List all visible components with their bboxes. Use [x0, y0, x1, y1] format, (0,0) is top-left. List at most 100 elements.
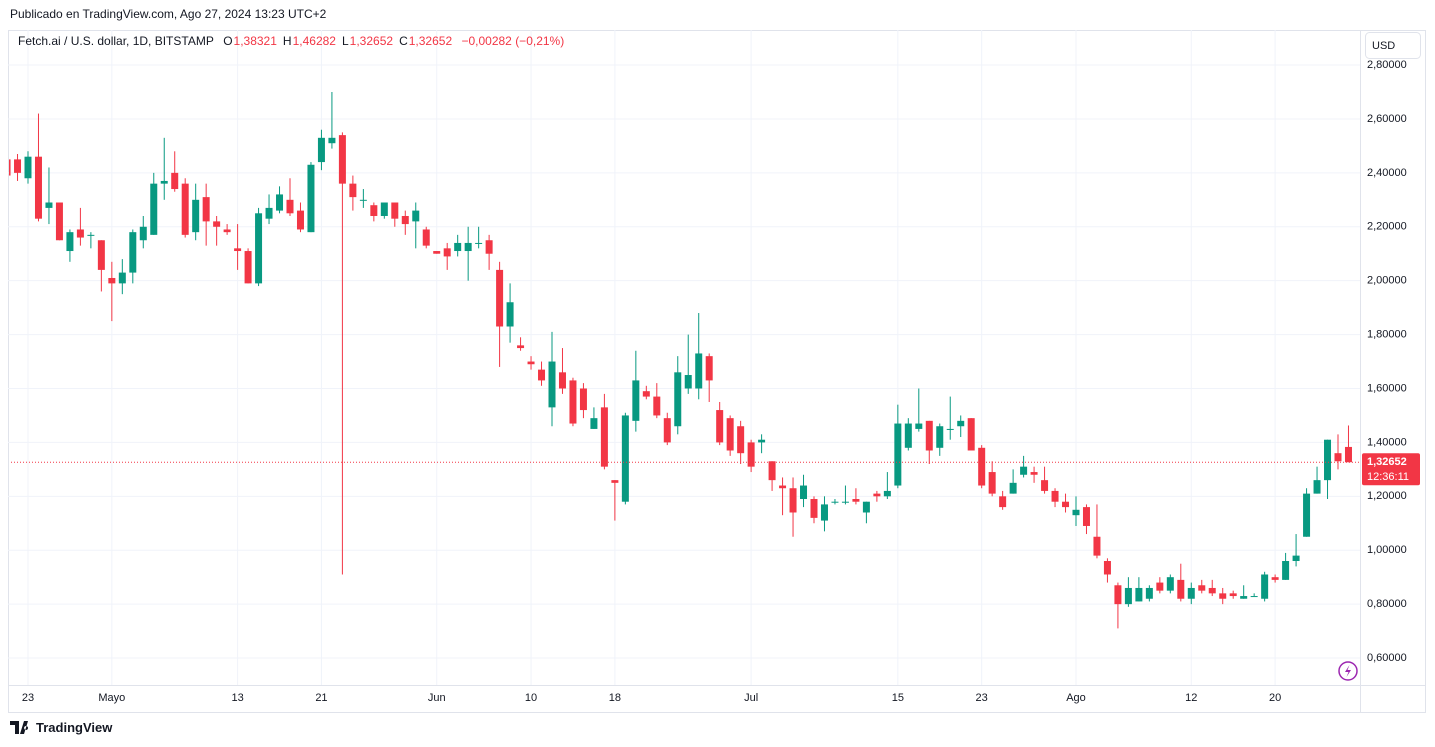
candle-body [883, 490, 891, 497]
candle-body [1292, 555, 1300, 562]
alert-icon[interactable] [1338, 661, 1358, 681]
candle-body [1145, 587, 1153, 599]
ohlc-key: H [282, 34, 292, 48]
x-tick-label: Ago [1066, 692, 1086, 704]
candle-body [548, 361, 556, 408]
candle-body [412, 210, 420, 222]
candle-body [307, 164, 315, 233]
candle-body [338, 135, 346, 184]
candle-body [1093, 536, 1101, 556]
candle-body [747, 442, 755, 467]
ohlc-key: C [399, 34, 408, 48]
candle-body [653, 396, 661, 416]
candle-body [1082, 507, 1090, 526]
candle-body [506, 302, 514, 327]
y-tick-label: 2,40000 [1367, 167, 1407, 179]
candle-body [118, 272, 126, 284]
candle-body [171, 172, 179, 190]
candle-body [999, 496, 1007, 508]
candle-body [663, 418, 671, 443]
candle-body [433, 251, 441, 254]
y-tick-label: 1,80000 [1367, 328, 1407, 340]
candle-body [1124, 587, 1132, 605]
x-tick-label: Jul [744, 692, 758, 704]
last-price-label: 1,32652 [1367, 456, 1407, 468]
alert-bolt [1345, 665, 1351, 677]
ohlc-values: O1,38321 H1,46282 L1,32652 C1,32652 [223, 34, 458, 48]
candle-body [831, 501, 839, 503]
candle-body [181, 183, 189, 235]
candle-body [1009, 482, 1017, 494]
candle-body [129, 232, 137, 273]
x-tick-label: 20 [1269, 692, 1281, 704]
candle-body [1187, 587, 1195, 599]
candle-body [76, 229, 84, 238]
candle-body [1344, 446, 1352, 463]
candle-body [496, 269, 504, 327]
candle-body [1219, 593, 1227, 599]
candle-body [422, 229, 430, 246]
candle-body [1313, 480, 1321, 494]
candle-body [684, 375, 692, 389]
candle-body [1229, 593, 1237, 597]
candle-body [234, 248, 242, 252]
candle-body [726, 418, 734, 451]
candle-body [873, 493, 881, 497]
candle-body [1062, 501, 1070, 508]
countdown: 12:36:11 [1367, 471, 1409, 483]
candle-body [810, 499, 818, 518]
candle-body [160, 180, 168, 184]
candle-body [789, 488, 797, 513]
candle-body [538, 369, 546, 381]
currency-button[interactable] [1365, 32, 1421, 59]
candle-body [915, 423, 923, 429]
x-tick-label: 23 [976, 692, 988, 704]
candle-body [380, 202, 388, 216]
y-tick-label: 2,80000 [1367, 59, 1407, 71]
candle-body [978, 447, 986, 486]
candle-body [632, 380, 640, 421]
candle-body [642, 391, 650, 397]
candle-body [1020, 466, 1028, 475]
candle-body [737, 426, 745, 454]
axes: 0,60000 0,80000 1,00000 1,20000 1,40000 1,600… [22, 59, 1407, 704]
candle-body [14, 159, 22, 173]
y-tick-label: 2,60000 [1367, 113, 1407, 125]
candle-body [1103, 561, 1111, 575]
candle-body [401, 215, 409, 225]
candle-body [391, 202, 399, 219]
candle-body [255, 213, 263, 284]
candle-body [296, 210, 304, 230]
candle-body [988, 472, 996, 494]
candle-body [904, 423, 912, 448]
candle-body [286, 199, 294, 214]
candle-body [527, 361, 535, 365]
candle-body [485, 240, 493, 254]
candle-body [1135, 587, 1143, 602]
x-tick-label: 13 [231, 692, 243, 704]
candle-body [517, 345, 525, 349]
candle-body [66, 232, 74, 252]
candle-body [590, 418, 598, 429]
currency[interactable]: USD [1372, 40, 1395, 52]
candle-body [328, 137, 336, 144]
candle-body [925, 420, 933, 451]
y-tick-label: 2,20000 [1367, 221, 1407, 233]
candle-body [1250, 596, 1258, 598]
candle-body [569, 380, 577, 424]
candle-body [768, 461, 776, 481]
candle-body [265, 207, 273, 219]
candle-body [1324, 439, 1332, 481]
grid [8, 30, 1360, 685]
x-tick-label: Mayo [98, 692, 125, 704]
x-tick-label: 23 [22, 692, 34, 704]
candle-body [1334, 453, 1342, 462]
candle-body [213, 221, 221, 227]
candle-body [957, 420, 965, 427]
candle-body [1072, 509, 1080, 516]
y-tick-label: 1,20000 [1367, 490, 1407, 502]
brand-logo [10, 721, 29, 734]
candle-body [967, 418, 975, 451]
